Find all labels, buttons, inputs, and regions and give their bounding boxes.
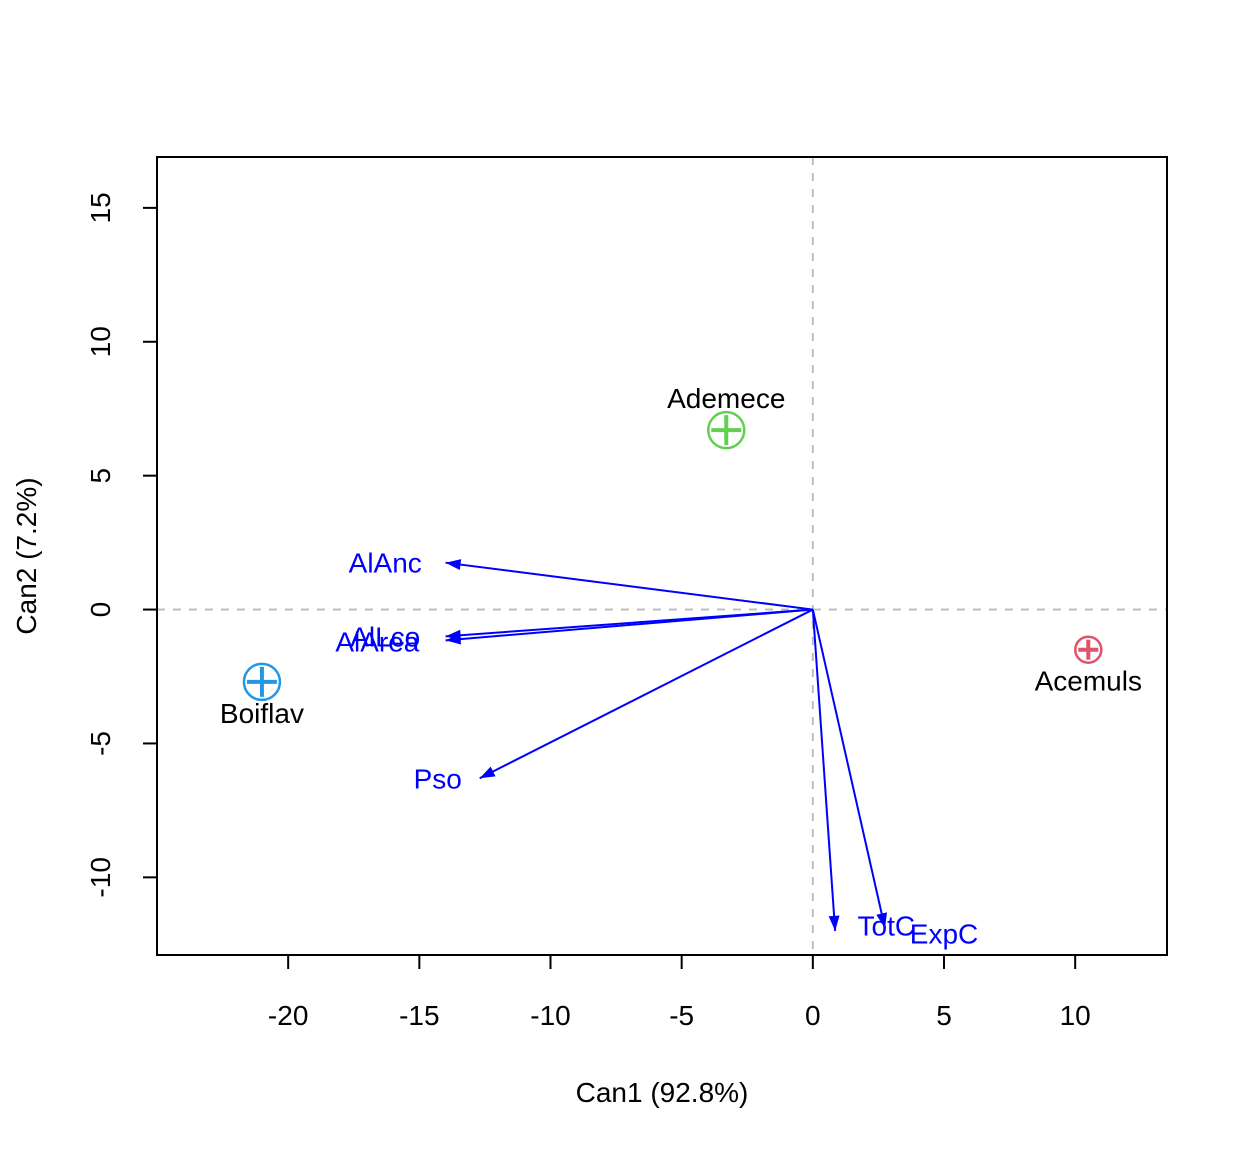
vector-expc [811,609,886,929]
y-tick-label: 0 [85,602,116,618]
vector-totc [811,609,837,931]
x-tick-label: 10 [1060,1000,1091,1031]
group-marker-acemuls [1074,635,1103,664]
y-axis-title: Can2 (7.2%) [11,477,42,634]
vector-label-pso: Pso [414,763,462,794]
x-tick-label: -20 [268,1000,308,1031]
x-tick-label: -15 [399,1000,439,1031]
group-marker-boiflav [242,662,282,702]
x-tick-label: 0 [805,1000,821,1031]
group-label-acemuls: Acemuls [1035,666,1142,697]
vector-arrowhead [445,633,462,645]
vector-label-allco: AlLco [350,621,420,652]
vector-pso [479,608,814,780]
group-label-boiflav: Boiflav [220,698,304,729]
y-tick-label: -10 [85,857,116,897]
group-label-ademece: Ademece [667,383,785,414]
vector-arrowhead [828,915,840,931]
vector-label-alanc: AlAnc [349,548,422,579]
vector-arrowhead [479,766,496,779]
y-tick-label: 15 [85,192,116,223]
x-tick-label: -10 [530,1000,570,1031]
vector-arrowhead [445,559,462,571]
x-tick-label: -5 [669,1000,694,1031]
y-tick-label: 10 [85,326,116,357]
vector-arrowhead [876,912,888,929]
x-axis: -20 -15 -10 -5 0 5 10 [268,955,1091,1031]
y-tick-label: -5 [85,731,116,756]
x-tick-label: 5 [936,1000,952,1031]
vector-alanc [445,561,813,611]
y-axis: -10 -5 0 5 10 15 [85,192,157,898]
vector-label-alarea: AlArea [335,627,419,658]
group-centroids: Ademece Acemuls Boiflav [220,383,1142,729]
y-tick-label: 5 [85,468,116,484]
vector-label-expc: ExpC [910,919,978,950]
vector-alarea [445,608,813,642]
x-axis-title: Can1 (92.8%) [576,1077,749,1108]
plot-frame [156,156,1168,956]
reference-lines [157,157,1167,955]
group-marker-ademece [707,410,746,450]
